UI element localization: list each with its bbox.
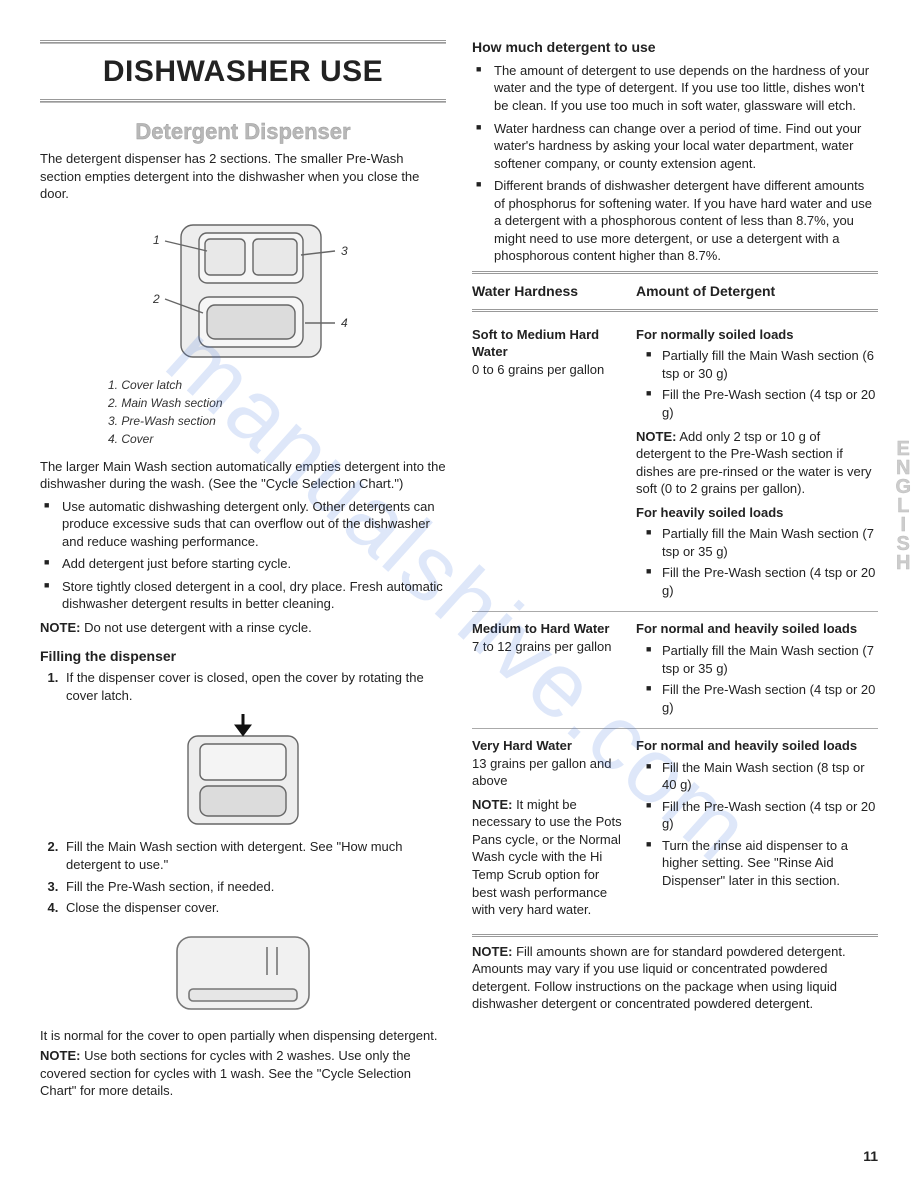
two-column-layout: DISHWASHER USE Detergent Dispenser The d… xyxy=(40,38,878,1103)
dispenser-open-figure xyxy=(158,712,328,832)
list-item: Close the dispenser cover. xyxy=(62,899,446,917)
amount-cell: For normally soiled loads Partially fill… xyxy=(636,326,878,606)
table-header-cell: Amount of Detergent xyxy=(636,282,878,301)
list-item: Use automatic dishwashing detergent only… xyxy=(40,498,446,551)
rule-under-title xyxy=(40,99,446,103)
list-item: Partially fill the Main Wash section (6 … xyxy=(636,347,878,382)
table-row: Medium to Hard Water 7 to 12 grains per … xyxy=(472,611,878,728)
list-item: Fill the Pre-Wash section (4 tsp or 20 g… xyxy=(636,798,878,833)
steps-list: If the dispenser cover is closed, open t… xyxy=(40,669,446,704)
table-header: Water Hardness Amount of Detergent xyxy=(472,280,878,303)
list-item: Partially fill the Main Wash section (7 … xyxy=(636,642,878,677)
list-item: Fill the Main Wash section with detergen… xyxy=(62,838,446,873)
svg-text:1: 1 xyxy=(153,233,160,247)
list-item: If the dispenser cover is closed, open t… xyxy=(62,669,446,704)
list-item: Water hardness can change over a period … xyxy=(472,120,878,173)
page-title: DISHWASHER USE xyxy=(40,52,446,93)
section-title: Detergent Dispenser xyxy=(40,117,446,147)
list-item: Partially fill the Main Wash section (7 … xyxy=(636,525,878,560)
rule-top xyxy=(40,40,446,44)
page-number: 11 xyxy=(863,1147,878,1166)
hardness-cell: Soft to Medium Hard Water 0 to 6 grains … xyxy=(472,326,622,606)
list-item: Fill the Pre-Wash section (4 tsp or 20 g… xyxy=(636,386,878,421)
list-item: Add detergent just before starting cycle… xyxy=(40,555,446,573)
table-row: Very Hard Water 13 grains per gallon and… xyxy=(472,728,878,927)
dispenser-closed-figure xyxy=(153,925,333,1021)
svg-text:2: 2 xyxy=(152,292,160,306)
hardness-cell: Very Hard Water 13 grains per gallon and… xyxy=(472,737,622,921)
list-item: The amount of detergent to use depends o… xyxy=(472,62,878,115)
language-vertical-label: ENGLISH xyxy=(895,440,912,573)
intro-paragraph: The detergent dispenser has 2 sections. … xyxy=(40,150,446,203)
right-title: How much detergent to use xyxy=(472,38,878,57)
table-rule-head xyxy=(472,309,878,312)
filling-title: Filling the dispenser xyxy=(40,647,446,666)
list-item: Fill the Main Wash section (8 tsp or 40 … xyxy=(636,759,878,794)
table-header-cell: Water Hardness xyxy=(472,282,622,301)
note-paragraph: NOTE: Fill amounts shown are for standar… xyxy=(472,943,878,1013)
list-item: Fill the Pre-Wash section (4 tsp or 20 g… xyxy=(636,564,878,599)
dispenser-labeled-figure: 1 2 3 4 xyxy=(103,211,383,371)
left-column: DISHWASHER USE Detergent Dispenser The d… xyxy=(40,38,446,1103)
steps-list-cont: Fill the Main Wash section with detergen… xyxy=(40,838,446,916)
note-paragraph: NOTE: Use both sections for cycles with … xyxy=(40,1047,446,1100)
table-row: Soft to Medium Hard Water 0 to 6 grains … xyxy=(472,318,878,612)
note-paragraph: NOTE: Add only 2 tsp or 10 g of detergen… xyxy=(636,428,878,498)
table-rule-top xyxy=(472,271,878,274)
body-paragraph: It is normal for the cover to open parti… xyxy=(40,1027,446,1045)
left-bullet-list: Use automatic dishwashing detergent only… xyxy=(40,498,446,613)
list-item: Different brands of dishwasher detergent… xyxy=(472,177,878,265)
svg-text:3: 3 xyxy=(341,244,348,258)
right-column: How much detergent to use The amount of … xyxy=(472,38,878,1103)
amount-cell: For normal and heavily soiled loads Fill… xyxy=(636,737,878,921)
amount-cell: For normal and heavily soiled loads Part… xyxy=(636,620,878,722)
table-rule-bottom xyxy=(472,934,878,937)
body-paragraph: The larger Main Wash section automatical… xyxy=(40,458,446,493)
list-item: Turn the rinse aid dispenser to a higher… xyxy=(636,837,878,890)
svg-text:4: 4 xyxy=(341,316,348,330)
list-item: Fill the Pre-Wash section (4 tsp or 20 g… xyxy=(636,681,878,716)
note-paragraph: NOTE: It might be necessary to use the P… xyxy=(472,796,622,919)
fig-caption: 2. Main Wash section xyxy=(108,395,446,411)
fig-caption: 3. Pre-Wash section xyxy=(108,413,446,429)
list-item: Store tightly closed detergent in a cool… xyxy=(40,578,446,613)
fig-caption: 4. Cover xyxy=(108,431,446,447)
list-item: Fill the Pre-Wash section, if needed. xyxy=(62,878,446,896)
hardness-cell: Medium to Hard Water 7 to 12 grains per … xyxy=(472,620,622,722)
fig-caption: 1. Cover latch xyxy=(108,377,446,393)
right-bullet-list: The amount of detergent to use depends o… xyxy=(472,62,878,265)
note-paragraph: NOTE: Do not use detergent with a rinse … xyxy=(40,619,446,637)
